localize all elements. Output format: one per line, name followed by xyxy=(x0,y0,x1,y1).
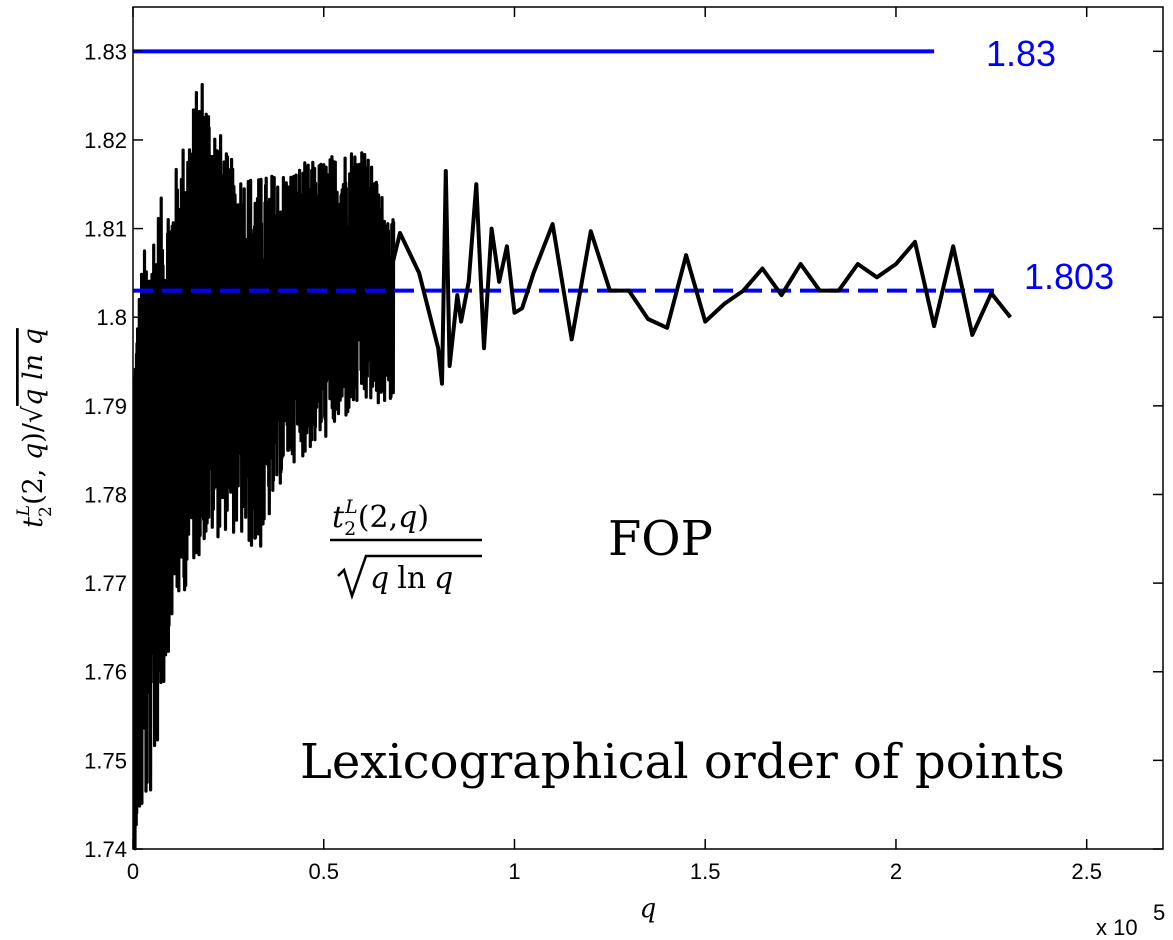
y-tick-label: 1.81 xyxy=(84,217,127,242)
x-multiplier: x 10 xyxy=(1096,915,1138,940)
y-tick-label: 1.77 xyxy=(84,571,127,596)
y-tick-label: 1.75 xyxy=(84,748,127,773)
y-tick-label: 1.76 xyxy=(84,660,127,685)
y-tick-label: 1.74 xyxy=(84,837,127,862)
x-tick-label: 0.5 xyxy=(308,859,339,884)
x-multiplier-exponent: 5 xyxy=(1153,900,1165,925)
x-axis-label: q xyxy=(640,894,657,924)
x-axis: 0 0.5 1 1.5 2 2.5 xyxy=(127,7,1102,884)
y-tick-label: 1.83 xyxy=(84,39,127,64)
ref-label-1-83: 1.83 xyxy=(986,33,1056,74)
x-tick-label: 1.5 xyxy=(690,859,721,884)
x-tick-label: 1 xyxy=(508,859,520,884)
annotation-ratio: t2L(2,q) q ln q xyxy=(330,496,482,601)
y-tick-label: 1.82 xyxy=(84,128,127,153)
plot-frame xyxy=(132,6,1164,850)
x-tick-label: 0 xyxy=(127,859,139,884)
annotation-fop: FOP xyxy=(608,511,713,567)
reference-lines xyxy=(133,49,999,293)
ref-label-1-803: 1.803 xyxy=(1024,256,1114,297)
y-axis-label: t2L(2, q)/√q ln q xyxy=(14,328,56,528)
x-tick-label: 2.5 xyxy=(1071,859,1102,884)
y-tick-label: 1.79 xyxy=(84,394,127,419)
y-tick-label: 1.8 xyxy=(96,305,127,330)
y-tick-label: 1.78 xyxy=(84,482,127,507)
series-line xyxy=(390,169,1012,386)
annotation-lexicographical: Lexicographical order of points xyxy=(300,734,1065,790)
dense-oscillation-region xyxy=(132,83,396,851)
svg-text:t2L(2,q): t2L(2,q) xyxy=(332,496,429,540)
dense-series-line xyxy=(132,83,396,851)
y-axis: 1.74 1.75 1.76 1.77 1.78 1.79 1.8 1.81 1.82 1.83 xyxy=(84,39,1163,862)
x-tick-label: 2 xyxy=(890,859,902,884)
